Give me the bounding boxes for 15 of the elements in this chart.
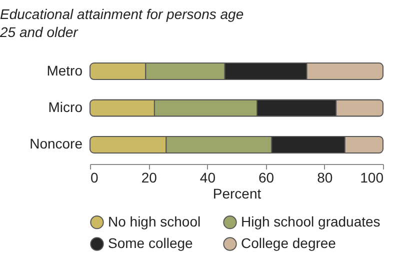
x-tick-label: 60: [258, 170, 274, 186]
chart-title: Educational attainment for persons age 25 and older: [0, 6, 244, 40]
x-tick-label: 80: [317, 170, 333, 186]
y-tick-label: Metro: [46, 62, 83, 78]
legend-label: No high school: [108, 213, 201, 230]
x-axis-title: Percent: [212, 186, 262, 202]
x-tick-label: 0: [90, 170, 98, 186]
x-tick-label: 20: [141, 170, 158, 186]
legend-label: Some college: [108, 235, 194, 251]
y-tick-label: Micro: [48, 99, 83, 115]
legend-label: College degree: [241, 235, 336, 251]
legend-label: High school graduates: [241, 213, 380, 230]
x-tick-label: 40: [200, 170, 216, 186]
y-tick-label: Noncore: [30, 136, 83, 152]
x-tick-label: 100: [360, 170, 384, 186]
